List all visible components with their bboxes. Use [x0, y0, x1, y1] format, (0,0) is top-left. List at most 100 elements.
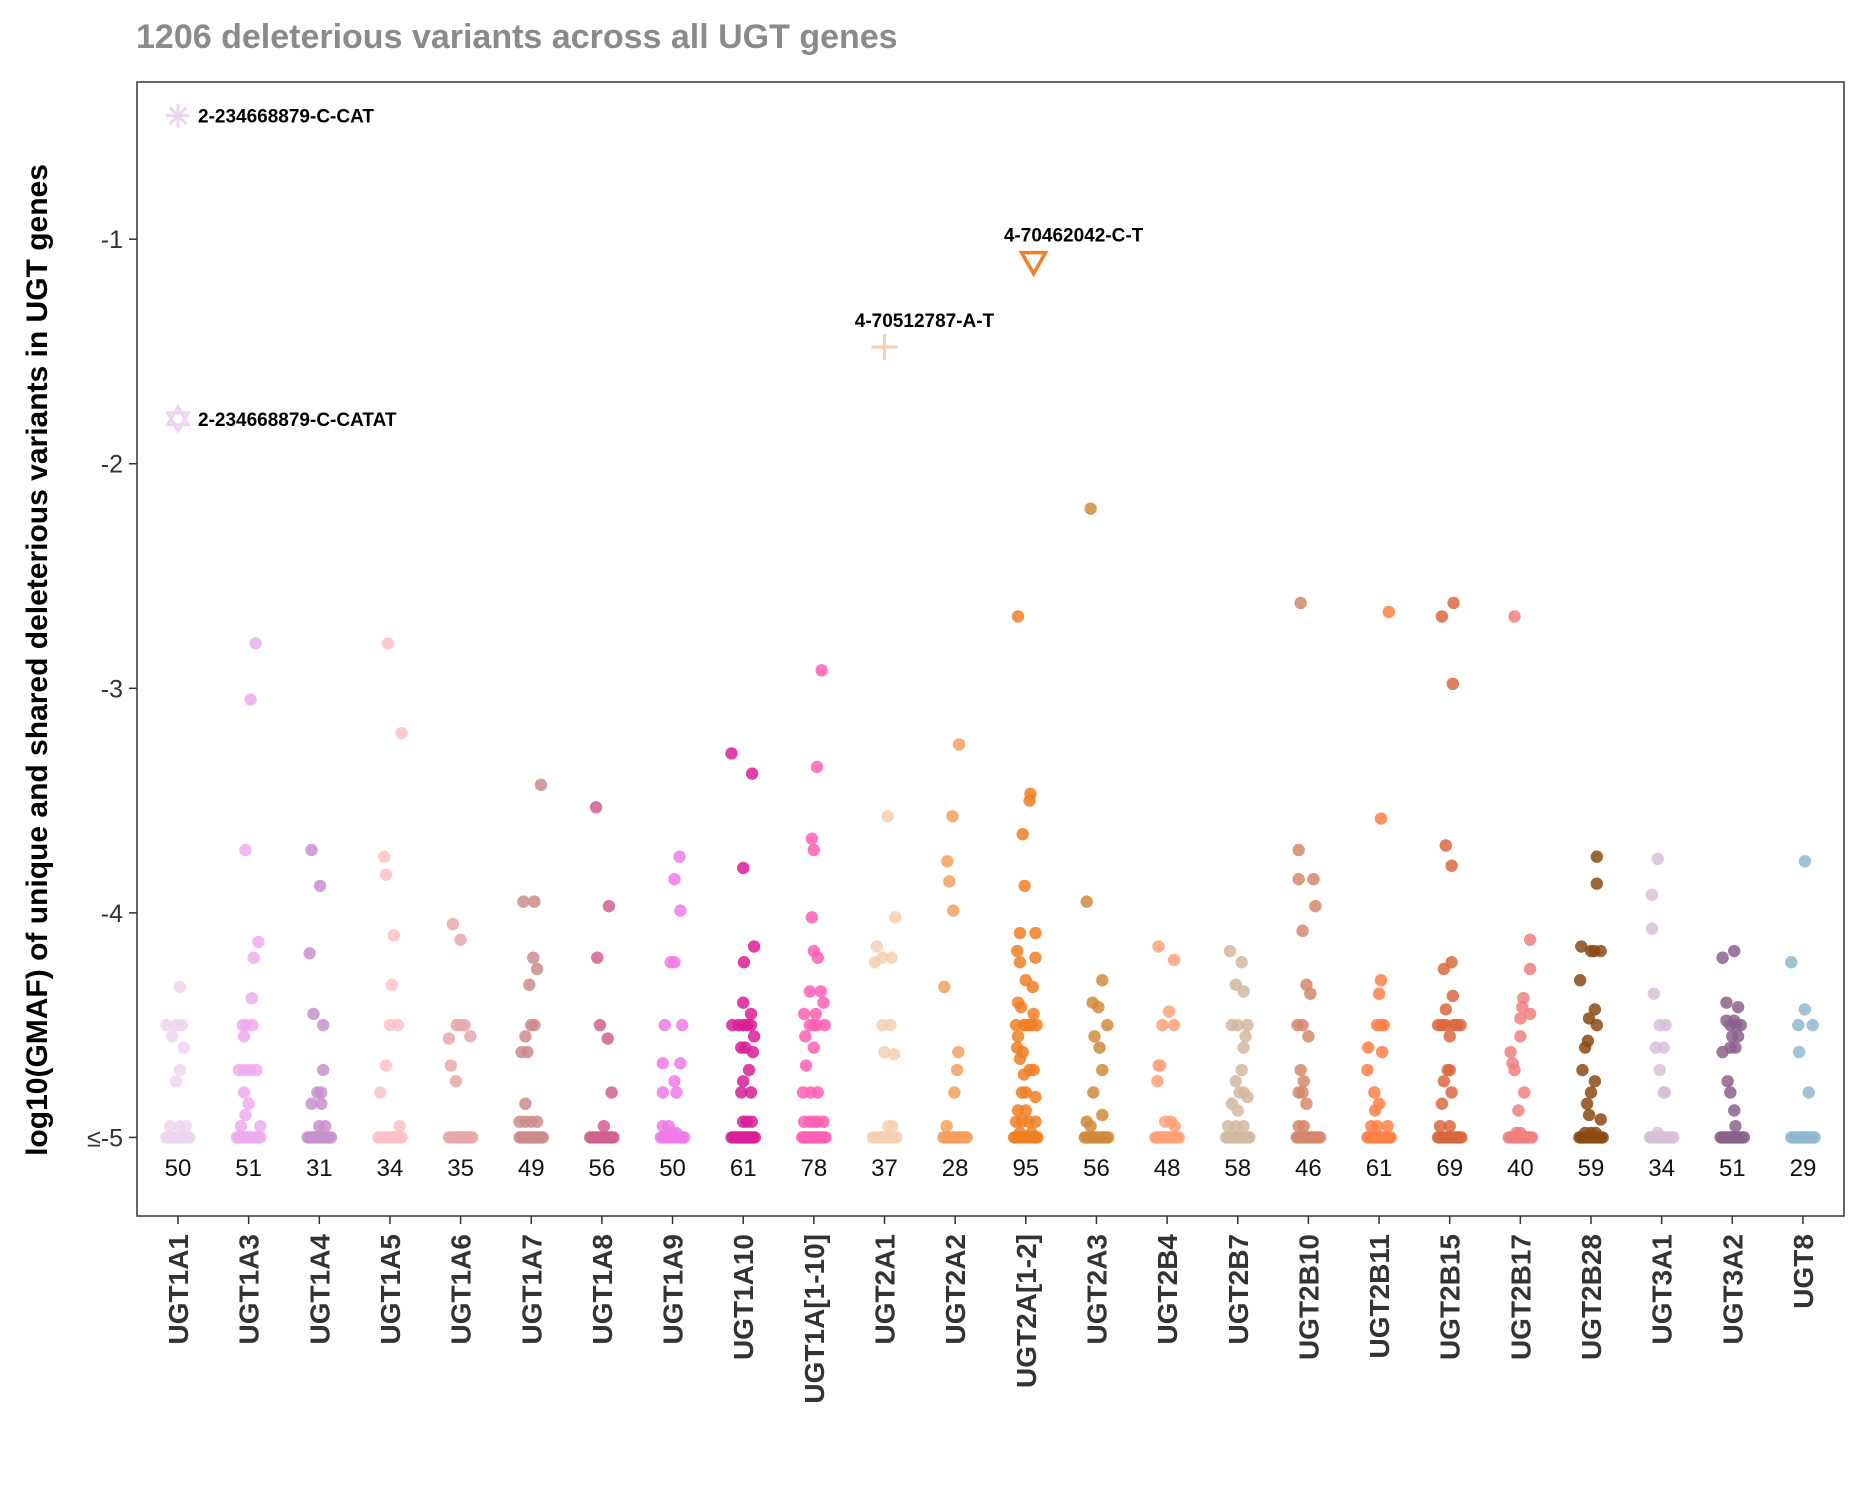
- data-point: [1013, 1052, 1027, 1066]
- data-point: [1011, 1030, 1025, 1043]
- data-point: [1582, 1108, 1596, 1122]
- data-point: [1455, 1131, 1468, 1144]
- data-point: [393, 1119, 406, 1133]
- data-point: [530, 1115, 544, 1128]
- data-point: [668, 872, 681, 886]
- data-point: [1019, 1086, 1032, 1099]
- data-point: [534, 778, 548, 792]
- data-point: [1101, 1018, 1114, 1032]
- variant-count-label: 56: [589, 1155, 616, 1182]
- variant-count-label: 58: [1224, 1155, 1251, 1182]
- data-point: [449, 1075, 463, 1088]
- data-point: [1297, 1119, 1310, 1133]
- data-point: [952, 1045, 965, 1059]
- data-point: [1292, 843, 1305, 857]
- x-tick-label: UGT2A[1-2]: [1011, 1234, 1042, 1388]
- data-point: [1731, 1030, 1745, 1043]
- data-point: [377, 850, 391, 863]
- x-tick-label: UGT1A10: [728, 1234, 759, 1360]
- x-tick-label: UGT2B7: [1223, 1234, 1254, 1344]
- data-point: [1576, 1063, 1589, 1077]
- data-point: [303, 947, 316, 960]
- annotated-variant-marker: [165, 403, 191, 434]
- data-point: [803, 985, 817, 998]
- data-point: [1514, 1030, 1527, 1043]
- data-point: [1575, 940, 1588, 953]
- data-point: [1017, 1068, 1031, 1081]
- data-point: [1798, 855, 1812, 868]
- data-point: [1514, 1012, 1527, 1025]
- data-point: [668, 956, 681, 969]
- data-point: [807, 843, 821, 857]
- data-point: [747, 1030, 761, 1043]
- data-point: [952, 738, 966, 751]
- variant-count-label: 61: [1366, 1155, 1393, 1182]
- data-point: [1802, 1086, 1815, 1099]
- data-point: [1504, 1045, 1517, 1059]
- data-point: [1731, 1000, 1745, 1014]
- data-point: [519, 1030, 532, 1043]
- data-point: [1382, 605, 1395, 619]
- data-point: [1296, 1018, 1309, 1032]
- data-point: [656, 1057, 670, 1070]
- x-tick-label: UGT2A3: [1081, 1234, 1112, 1344]
- data-point: [442, 1032, 456, 1045]
- data-point: [1011, 610, 1025, 623]
- data-point: [1096, 1108, 1109, 1122]
- data-point: [1651, 1126, 1664, 1140]
- y-tick-label: -4: [101, 900, 123, 928]
- x-tick-label: UGT1A4: [304, 1234, 335, 1345]
- data-point: [745, 1115, 758, 1128]
- data-point: [1792, 1045, 1806, 1059]
- data-point: [234, 1119, 248, 1133]
- data-point: [1374, 974, 1388, 987]
- data-point: [941, 855, 954, 868]
- variant-count-label: 49: [518, 1155, 545, 1182]
- data-point: [1443, 1063, 1456, 1077]
- variant-count-label: 50: [659, 1155, 686, 1182]
- x-tick-label: UGT2B10: [1293, 1234, 1324, 1360]
- data-point: [160, 1018, 173, 1032]
- data-point: [673, 850, 686, 863]
- data-point: [1594, 1113, 1607, 1126]
- data-point: [747, 940, 761, 953]
- data-point: [737, 956, 751, 969]
- data-point: [528, 1018, 541, 1032]
- data-point: [1026, 980, 1039, 994]
- data-point: [305, 1097, 318, 1110]
- data-point: [1361, 1063, 1374, 1077]
- data-point: [1580, 1097, 1594, 1110]
- data-point: [523, 978, 536, 991]
- data-point: [1237, 1119, 1250, 1133]
- data-point: [239, 1108, 252, 1122]
- data-point: [169, 1075, 183, 1088]
- x-tick-label: UGT2A1: [870, 1234, 901, 1344]
- data-point: [1514, 1126, 1527, 1140]
- data-point: [1011, 944, 1024, 958]
- data-point: [607, 1131, 620, 1144]
- data-point: [797, 1007, 811, 1021]
- data-point: [1292, 872, 1305, 886]
- data-point: [316, 1063, 330, 1077]
- data-point: [1151, 1075, 1164, 1088]
- data-point: [1296, 924, 1309, 938]
- data-point: [1384, 1131, 1397, 1144]
- data-point: [591, 951, 604, 964]
- data-point: [593, 1018, 607, 1032]
- data-point: [517, 895, 530, 908]
- data-point: [305, 843, 318, 857]
- data-point: [1590, 877, 1604, 890]
- data-point: [526, 951, 540, 964]
- data-point: [870, 940, 883, 953]
- data-point: [1437, 1075, 1451, 1088]
- data-point: [1294, 1063, 1307, 1077]
- data-point: [946, 810, 959, 823]
- variant-count-label: 51: [1719, 1155, 1746, 1182]
- data-point: [1508, 610, 1521, 623]
- data-point: [1241, 1090, 1254, 1104]
- data-point: [940, 1119, 953, 1133]
- data-point: [528, 895, 541, 908]
- data-point: [1368, 1104, 1382, 1117]
- data-point: [1785, 956, 1798, 969]
- data-point: [249, 637, 262, 650]
